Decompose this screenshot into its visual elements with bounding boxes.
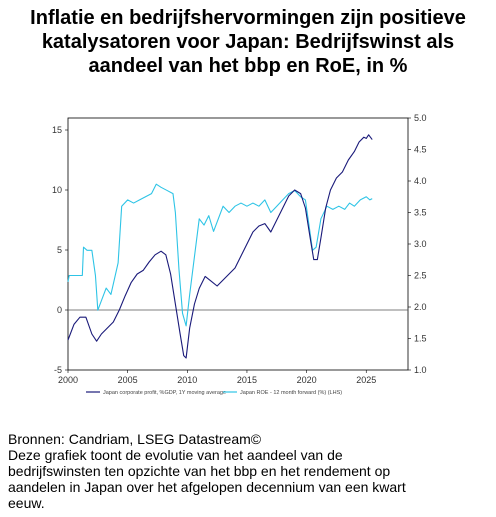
- title-line-3: aandeel van het bbp en RoE, in %: [88, 55, 408, 77]
- title-line-1: Inflatie en bedrijfshervormingen zijn po…: [30, 7, 466, 29]
- y-left-tick-label: 5: [57, 245, 62, 255]
- y-left-tick-label: 15: [52, 125, 62, 135]
- x-tick-label: 2025: [356, 375, 376, 385]
- x-tick-label: 2020: [297, 375, 317, 385]
- y-left-tick-label: 0: [57, 305, 62, 315]
- x-tick-label: 2005: [118, 375, 138, 385]
- legend-label: Japan corporate profit, %GDP, 1Y moving …: [103, 390, 226, 396]
- x-tick-label: 2015: [237, 375, 257, 385]
- title-line-2: katalysatoren voor Japan: Bedrijfswinst …: [41, 31, 455, 53]
- y-right-tick-label: 4.5: [414, 145, 427, 155]
- y-right-tick-label: 4.0: [414, 176, 427, 186]
- line-chart: 2000 2005 2010 2015 2020 2025 -5 0 5 10 15 1.0 1.5 2.…: [52, 113, 427, 396]
- source-line-4: aandelen in Japan over het afgelopen dec…: [8, 479, 406, 495]
- y-right-tick-label: 1.0: [414, 365, 427, 375]
- y-left-tick-label: -5: [54, 365, 62, 375]
- y-right-tick-label: 2.5: [414, 271, 427, 281]
- source-line-3: bedrijfswinsten ten opzichte van het bbp…: [8, 463, 391, 479]
- y-right-tick-label: 2.0: [414, 302, 427, 312]
- source-line-2: Deze grafiek toont de evolutie van het a…: [8, 447, 343, 463]
- source-line-1: Bronnen: Candriam, LSEG Datastream©: [8, 431, 262, 447]
- y-right-tick-label: 3.0: [414, 239, 427, 249]
- y-right-tick-label: 1.5: [414, 334, 427, 344]
- series-line-roe: [67, 183, 373, 327]
- x-tick-label: 2000: [58, 375, 78, 385]
- source-text: Bronnen: Candriam, LSEG Datastream© Deze…: [8, 431, 490, 511]
- chart-title: Inflatie en bedrijfshervormingen zijn po…: [0, 6, 496, 78]
- y-right-tick-label: 5.0: [414, 113, 427, 123]
- source-line-5: eeuw.: [8, 495, 45, 511]
- x-tick-label: 2010: [177, 375, 197, 385]
- y-right-tick-label: 3.5: [414, 208, 427, 218]
- y-left-tick-label: 10: [52, 185, 62, 195]
- series-line-corporate-profit: [67, 134, 373, 359]
- legend-label: Japan ROE - 12 month forward (%) (LHS): [240, 390, 342, 396]
